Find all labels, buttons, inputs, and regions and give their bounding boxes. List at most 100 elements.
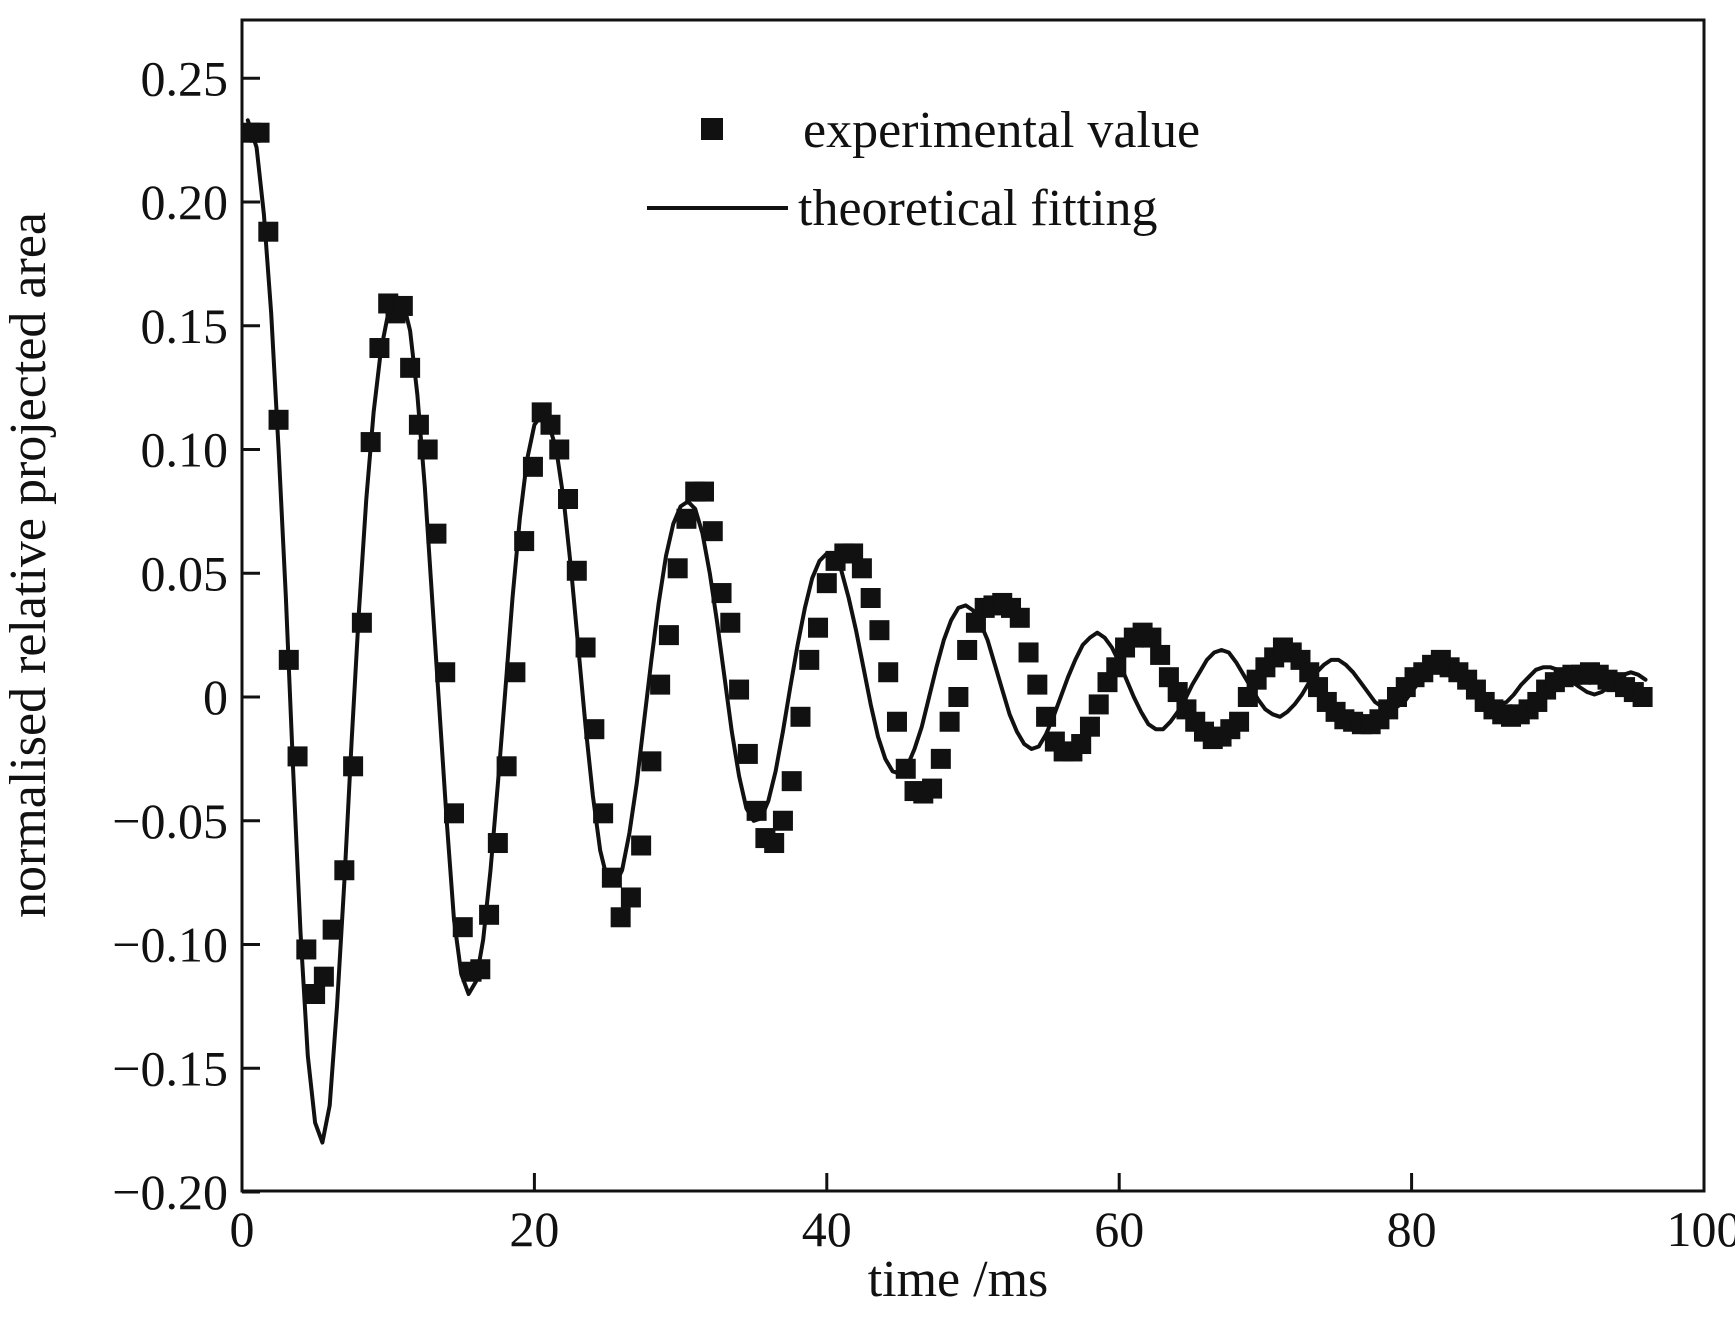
data-point-experimental [392, 295, 413, 316]
y-tick-label: 0.25 [141, 50, 229, 106]
data-point-experimental [549, 439, 570, 460]
data-point-experimental [851, 558, 872, 579]
data-point-experimental [764, 833, 785, 854]
x-tick-label: 60 [1094, 1201, 1144, 1257]
data-point-experimental [720, 612, 741, 633]
data-point-experimental [895, 758, 916, 779]
plot-frame [240, 18, 1706, 1193]
y-tick-label: 0.20 [141, 174, 229, 230]
data-point-experimental [790, 706, 811, 727]
x-tick-label: 80 [1387, 1201, 1437, 1257]
legend: experimental value theoretical fitting [647, 102, 1200, 237]
data-point-experimental [1150, 644, 1171, 665]
data-point-experimental [601, 867, 622, 888]
data-point-experimental [1088, 694, 1109, 715]
data-point-experimental [313, 966, 334, 987]
x-tick-label: 100 [1667, 1201, 1735, 1257]
data-point-experimental [860, 588, 881, 608]
data-point-experimental [808, 617, 829, 638]
data-point-experimental [610, 907, 631, 928]
data-point-experimental [575, 637, 596, 658]
legend-label-experimental: experimental value [803, 102, 1200, 159]
data-point-experimental [522, 456, 543, 477]
data-point-experimental [1071, 734, 1092, 755]
data-point-experimental [514, 531, 535, 552]
data-point-experimental [650, 674, 671, 695]
data-point-experimental [408, 414, 429, 435]
data-point-experimental [400, 357, 421, 378]
y-tick-label: −0.10 [112, 917, 228, 973]
y-tick-label: −0.05 [112, 793, 228, 849]
data-point-experimental [746, 800, 767, 821]
data-point-experimental [772, 810, 793, 831]
data-point-experimental [676, 508, 697, 529]
data-point-experimental [584, 719, 605, 740]
x-tick-labels: 0 20 40 60 80 100 [230, 1201, 1735, 1257]
data-point-experimental [939, 711, 960, 732]
data-point-experimental [702, 521, 723, 542]
data-point-experimental [322, 919, 343, 940]
data-point-experimental [360, 432, 381, 453]
y-tick-labels: 0.25 0.20 0.15 0.10 0.05 0 −0.05 −0.10 −0.15 −0.2… [112, 50, 228, 1220]
data-point-experimental [435, 662, 456, 683]
data-point-experimental [479, 904, 500, 925]
data-point-experimental [957, 639, 978, 660]
data-point-experimental [799, 649, 820, 670]
data-point-experimental [1167, 682, 1188, 703]
data-point-experimental [369, 338, 390, 359]
y-tick-label: 0.05 [141, 545, 229, 601]
data-point-experimental [505, 662, 526, 683]
y-tick-label: 0 [203, 669, 228, 725]
data-point-experimental [878, 662, 899, 683]
data-point-experimental [470, 959, 491, 980]
data-point-experimental [443, 803, 464, 824]
data-point-experimental [566, 560, 587, 581]
data-point-experimental [729, 679, 750, 700]
y-tick-label: 0.10 [141, 422, 229, 478]
data-point-experimental [711, 583, 732, 604]
experimental-value-markers [240, 122, 1653, 1004]
data-point-experimental [305, 984, 326, 1004]
data-point-experimental [1237, 687, 1258, 707]
data-point-experimental [816, 573, 837, 594]
data-point-experimental [296, 939, 317, 960]
data-point-experimental [1027, 674, 1048, 695]
y-tick-label: −0.15 [112, 1040, 228, 1096]
data-point-experimental [351, 612, 372, 633]
data-point-experimental [886, 711, 907, 732]
data-point-experimental [334, 860, 355, 881]
data-point-experimental [487, 833, 508, 854]
y-tick-label: 0.15 [141, 298, 229, 354]
data-point-experimental [869, 620, 890, 641]
data-point-experimental [278, 649, 299, 670]
data-point-experimental [426, 523, 447, 544]
data-point-experimental [417, 439, 438, 460]
data-point-experimental [922, 778, 943, 799]
x-tick-label: 20 [509, 1201, 559, 1257]
data-point-experimental [667, 558, 688, 579]
data-point-experimental [1229, 711, 1250, 732]
x-tick-label: 0 [230, 1201, 255, 1257]
data-point-experimental [558, 489, 579, 509]
data-point-experimental [287, 746, 308, 767]
data-point-experimental [268, 409, 289, 430]
y-axis-title: normalised relative projected area [0, 212, 57, 918]
x-tick-label: 40 [802, 1201, 852, 1257]
x-axis-title: time /ms [868, 1251, 1049, 1308]
legend-marker-experimental [701, 118, 723, 140]
data-point-experimental [1009, 607, 1030, 628]
data-point-experimental [1036, 706, 1057, 727]
data-point-experimental [631, 835, 652, 856]
data-point-experimental [249, 122, 270, 143]
y-tick-label: −0.20 [112, 1164, 228, 1220]
data-point-experimental [343, 756, 364, 777]
data-point-experimental [1079, 716, 1100, 737]
data-point-experimental [620, 887, 641, 908]
legend-label-theoretical: theoretical fitting [798, 180, 1158, 237]
data-point-experimental [1106, 657, 1127, 678]
data-point-experimental [258, 221, 279, 242]
tick-marks [240, 76, 1706, 1194]
data-point-experimental [737, 743, 758, 764]
data-point-experimental [496, 756, 517, 777]
